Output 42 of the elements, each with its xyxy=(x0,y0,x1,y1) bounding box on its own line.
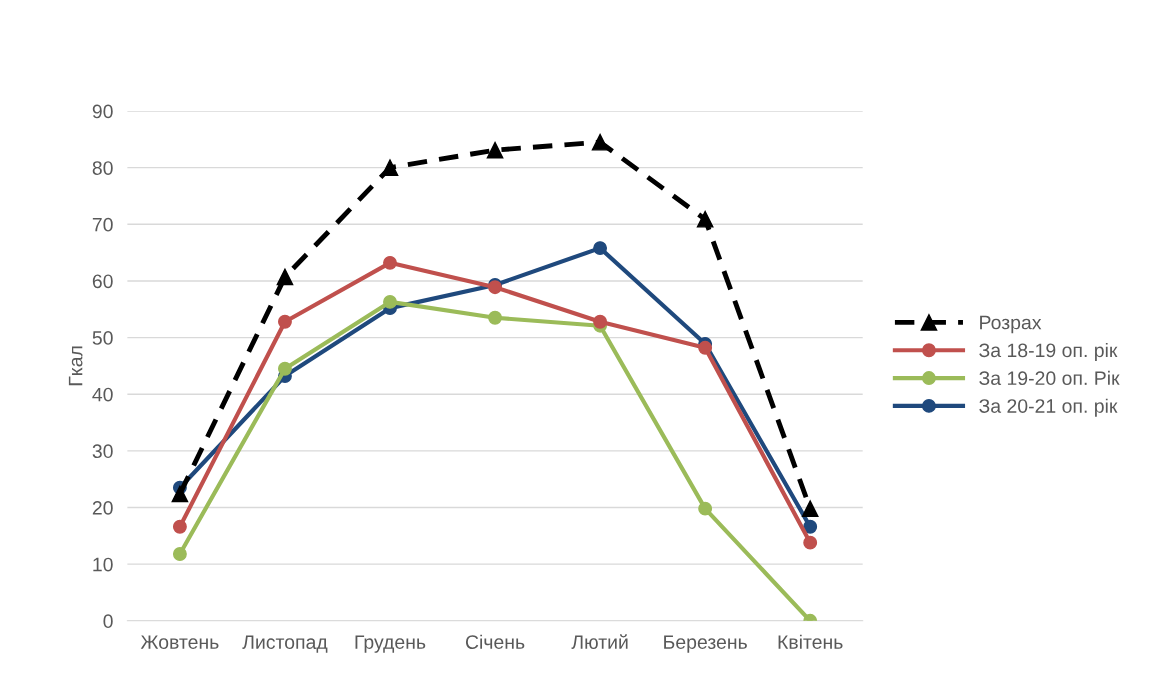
point xyxy=(696,210,714,228)
x-tick-label: Квітень xyxy=(778,634,843,649)
point xyxy=(171,485,189,503)
point xyxy=(172,547,187,561)
point xyxy=(593,314,608,329)
point xyxy=(278,361,292,376)
point xyxy=(698,340,713,355)
point xyxy=(486,141,504,159)
point xyxy=(278,314,292,329)
y-tick-label: 70 xyxy=(92,217,113,232)
point xyxy=(172,519,187,534)
point xyxy=(698,501,713,516)
point xyxy=(383,294,397,309)
point xyxy=(803,519,818,534)
y-tick-label: 80 xyxy=(92,161,113,175)
point xyxy=(488,310,502,325)
y-tick-label: 20 xyxy=(92,500,113,515)
x-tick-label: Січень xyxy=(465,634,525,649)
point xyxy=(593,241,608,256)
y-tick-label: 50 xyxy=(92,331,113,345)
point xyxy=(801,500,819,517)
point xyxy=(591,133,609,151)
y-tick-label: 60 xyxy=(92,274,113,289)
x-tick-label: Жовтень xyxy=(140,635,219,649)
legend-label: Розрах xyxy=(980,315,1042,334)
x-tick-label: Лютий xyxy=(571,634,628,649)
y-tick-label: 0 xyxy=(103,614,113,629)
point xyxy=(276,268,294,286)
legend-label: За 20-21 оп. рік xyxy=(979,398,1118,417)
y-tick-label: 10 xyxy=(93,557,113,572)
point xyxy=(803,535,818,550)
legend-label: За 18-19 оп. рік xyxy=(979,342,1118,362)
x-tick-label: Березень xyxy=(664,635,747,653)
legend-label: За 19-20 оп. Рік xyxy=(979,370,1120,386)
y-tick-label: 90 xyxy=(92,104,113,119)
point xyxy=(383,255,397,270)
y-axis-title: Гкал xyxy=(68,346,83,386)
x-tick-label: Листопад xyxy=(242,635,328,653)
y-tick-label: 40 xyxy=(92,387,113,402)
point xyxy=(381,159,399,177)
y-tick-label: 30 xyxy=(92,444,113,459)
x-tick-label: Грудень xyxy=(355,635,426,653)
